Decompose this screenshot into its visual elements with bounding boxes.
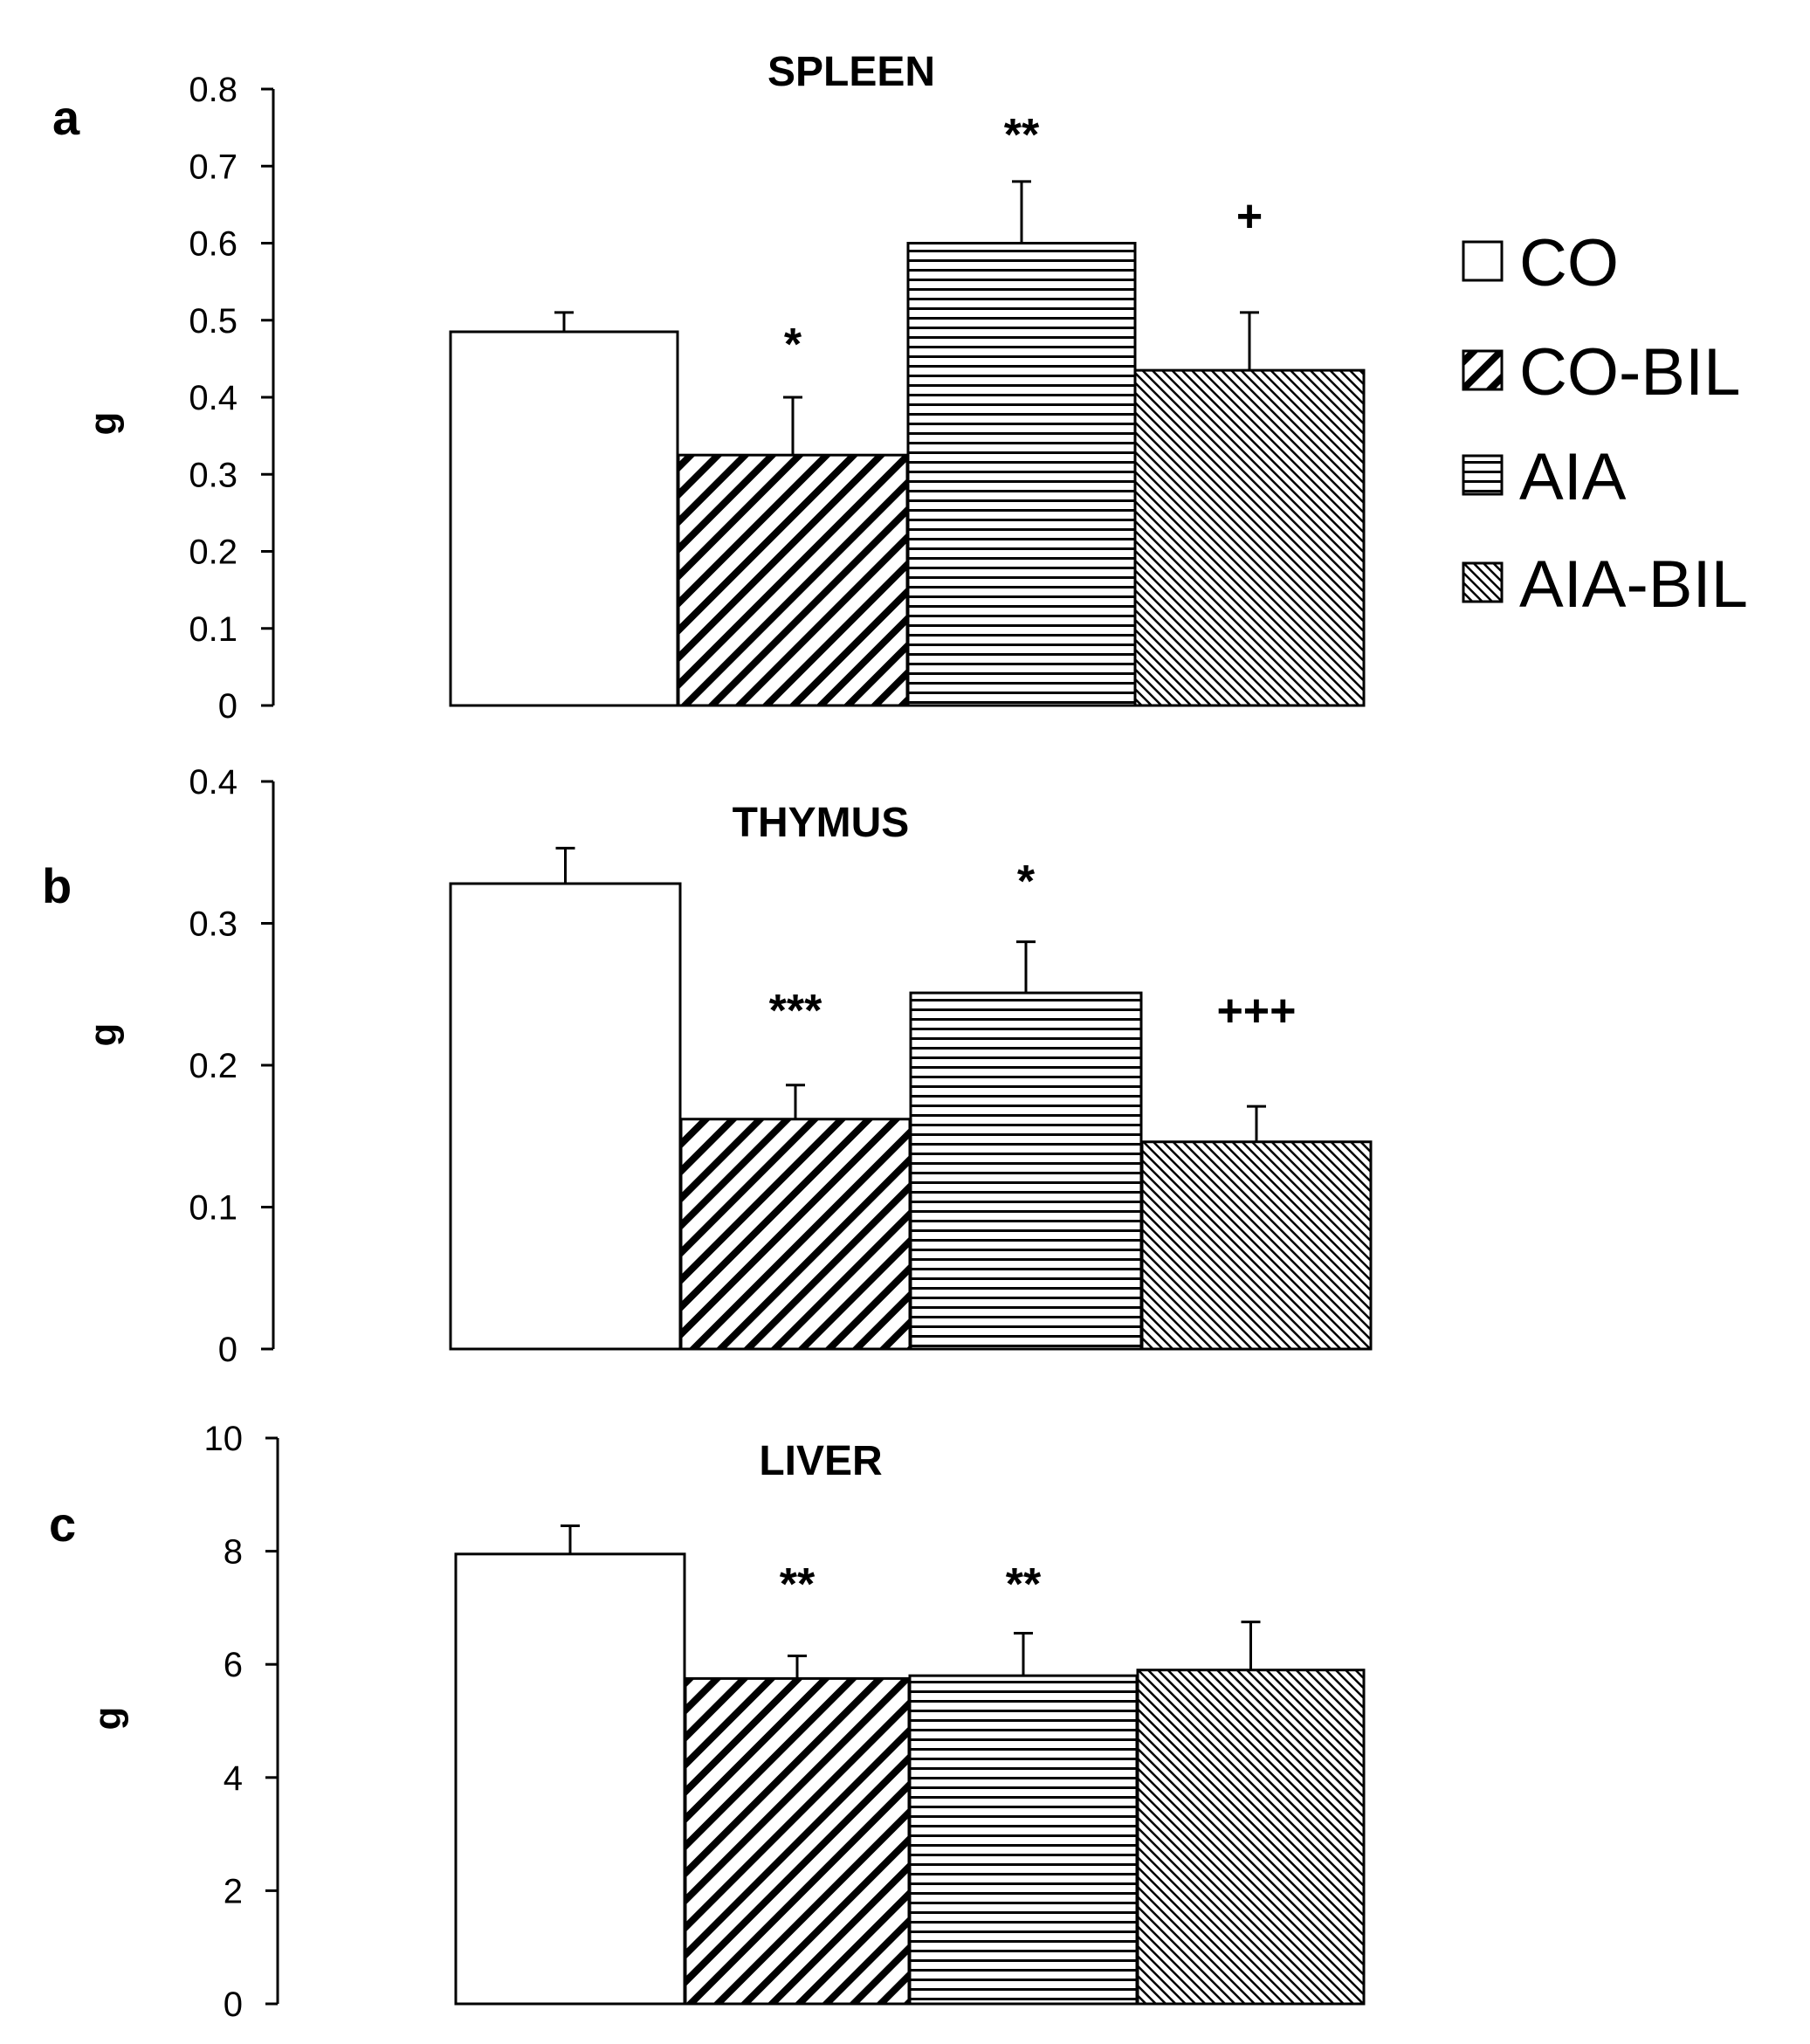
- legend-item-aia-bil: AIA-BIL: [1462, 547, 1748, 622]
- panel-letter: a: [52, 90, 80, 145]
- legend-label: AIA-BIL: [1519, 547, 1748, 622]
- significance-annotation: ***: [769, 986, 822, 1036]
- legend-item-co: CO: [1462, 226, 1619, 300]
- y-tick-label: 0: [218, 1331, 237, 1369]
- significance-annotation: **: [1004, 110, 1040, 161]
- y-tick-label: 6: [224, 1646, 243, 1684]
- bar-co: [454, 1552, 686, 2006]
- chart-title: LIVER: [759, 1438, 882, 1484]
- y-tick-label: 0.5: [189, 302, 237, 341]
- chart-panel-c: c LIVER g 0 2 4 6 8 10 ** **: [49, 1420, 1366, 2024]
- y-tick-label: 0.1: [189, 1189, 237, 1228]
- significance-annotation: *: [1017, 857, 1036, 907]
- y-tick-label: 0.7: [189, 148, 237, 186]
- y-tick-label: 0.8: [189, 71, 237, 109]
- y-tick-label: 0.3: [189, 905, 237, 944]
- bar-aia: [909, 991, 1143, 1351]
- y-tick-label: 2: [224, 1872, 243, 1910]
- significance-annotation: +++: [1216, 986, 1296, 1036]
- y-tick-label: 4: [224, 1759, 243, 1798]
- legend-item-co-bil: CO-BIL: [1462, 335, 1740, 409]
- legend: CO CO-BIL AIA AIA-BIL: [1462, 226, 1748, 622]
- significance-annotation: **: [780, 1559, 816, 1610]
- y-tick-label: 0: [218, 687, 237, 726]
- bar-aia-bil: [1140, 1140, 1373, 1351]
- bar-co-bil: [679, 1118, 912, 1351]
- chart-title: SPLEEN: [767, 49, 935, 95]
- significance-annotation: +: [1236, 191, 1263, 242]
- y-tick-label: 0.3: [189, 456, 237, 494]
- legend-label: AIA: [1519, 440, 1627, 514]
- legend-swatch: [1462, 349, 1504, 391]
- y-tick-label: 0.6: [189, 225, 237, 264]
- y-axis-label: g: [82, 412, 125, 436]
- y-axis-label: g: [82, 1023, 125, 1047]
- legend-swatch: [1462, 561, 1504, 603]
- y-axis-label: g: [86, 1707, 129, 1731]
- y-tick-label: 0.4: [189, 763, 237, 802]
- legend-swatch: [1462, 454, 1504, 496]
- panel-letter: c: [49, 1497, 76, 1552]
- significance-annotation: **: [1006, 1559, 1042, 1610]
- bar-co: [449, 330, 679, 707]
- panel-letter: b: [42, 858, 72, 913]
- legend-swatch: [1462, 240, 1504, 282]
- y-tick-label: 0.4: [189, 379, 237, 417]
- y-tick-label: 0.2: [189, 1047, 237, 1085]
- bar-aia-bil: [1133, 368, 1366, 707]
- y-tick-label: 8: [224, 1533, 243, 1572]
- legend-label: CO: [1519, 226, 1619, 300]
- legend-label: CO-BIL: [1519, 335, 1740, 409]
- legend-item-aia: AIA: [1462, 440, 1627, 514]
- bar-co-bil: [684, 1676, 911, 2006]
- bar-co-bil: [677, 453, 909, 707]
- y-tick-label: 0.1: [189, 610, 237, 649]
- bar-co: [449, 882, 682, 1351]
- bar-aia: [906, 242, 1137, 707]
- y-tick-label: 10: [204, 1420, 244, 1458]
- chart-title: THYMUS: [733, 800, 910, 846]
- y-tick-label: 0: [224, 1986, 243, 2024]
- bar-aia: [908, 1674, 1139, 2006]
- y-tick-label: 0.2: [189, 533, 237, 572]
- bar-aia-bil: [1136, 1669, 1366, 2006]
- significance-annotation: *: [784, 320, 802, 370]
